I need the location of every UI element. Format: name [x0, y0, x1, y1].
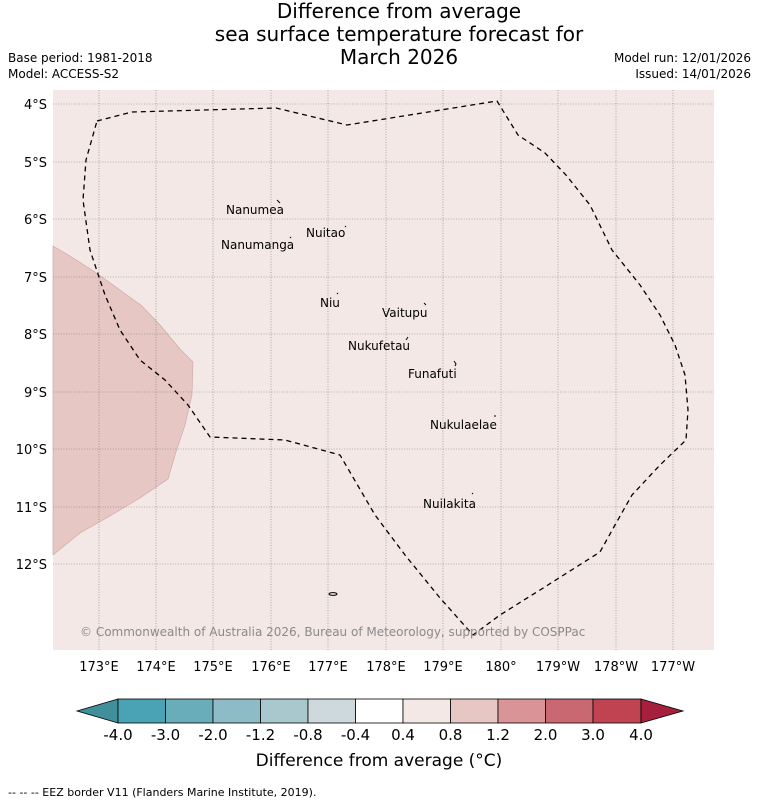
footer-note: -- -- -- EEZ border V11 (Flanders Marine…: [8, 786, 317, 799]
island-nanumea-shape: [276, 199, 281, 204]
island-label-nanumanga: Nanumanga: [221, 238, 294, 252]
island-label-nuitao: Nuitao: [306, 226, 345, 240]
colorbar-tick-label: -3.0: [151, 726, 180, 744]
island-nuilakita-shape: [471, 492, 474, 495]
model-name: Model: ACCESS-S2: [8, 67, 120, 81]
lon-label: 176°E: [251, 660, 291, 675]
island-nuitao-shape: [344, 225, 347, 228]
colorbar-tick-label: -0.8: [293, 726, 322, 744]
lat-label: 11°S: [16, 501, 47, 516]
lat-label: 5°S: [24, 156, 47, 171]
reef-shape: [328, 592, 338, 596]
base-period: Base period: 1981-2018: [8, 51, 153, 65]
island-funafuti-shape: [453, 360, 457, 367]
colorbar-segment: [592, 698, 642, 724]
island-label-vaitupu: Vaitupu: [382, 306, 428, 320]
colorbar-tick-label: -0.4: [341, 726, 370, 744]
lat-label: 9°S: [24, 386, 47, 401]
island-nukufetau-shape: [405, 336, 409, 341]
colorbar-tick-label: -4.0: [103, 726, 132, 744]
colorbar-segment: [212, 698, 261, 724]
colorbar-segment: [497, 698, 546, 724]
colorbar-tick-label: 0.4: [391, 726, 415, 744]
lon-label: 179°W: [536, 660, 580, 675]
colorbar-segment: [260, 698, 309, 724]
island-label-niu: Niu: [320, 296, 340, 310]
colorbar-segment: [117, 698, 166, 724]
lat-label: 12°S: [16, 558, 47, 573]
lon-label: 178°E: [366, 660, 406, 675]
colorbar-extend-high: [640, 698, 685, 724]
lon-label: 179°E: [423, 660, 463, 675]
colorbar-tick-label: 0.8: [439, 726, 463, 744]
lon-label: 178°W: [594, 660, 638, 675]
copyright-notice: © Commonwealth of Australia 2026, Bureau…: [80, 625, 585, 639]
island-niu-shape: [336, 292, 339, 295]
lat-label: 8°S: [24, 328, 47, 343]
eez-border: [82, 100, 689, 636]
title-line-1: Difference from average: [276, 0, 522, 23]
island-nanumanga-shape: [289, 236, 292, 239]
title-line-3: March 2026: [339, 45, 459, 69]
colorbar-tick-label: 3.0: [581, 726, 605, 744]
island-label-nukufetau: Nukufetau: [348, 339, 410, 353]
colorbar-tick-label: -1.2: [246, 726, 275, 744]
island-vaitupu-shape: [423, 302, 427, 306]
lon-label: 174°E: [136, 660, 176, 675]
colorbar-tick-label: 4.0: [629, 726, 653, 744]
gridlines: [53, 90, 714, 650]
lat-label: 10°S: [16, 443, 47, 458]
lon-label: 175°E: [193, 660, 233, 675]
colorbar-extend-low: [75, 698, 119, 724]
colorbar-segment: [165, 698, 214, 724]
model-run: Model run: 12/01/2026: [613, 51, 751, 65]
colorbar-segment: [450, 698, 499, 724]
title-line-2: sea surface temperature forecast for: [214, 22, 584, 46]
island-label-nukulaelae: Nukulaelae: [430, 418, 497, 432]
colorbar: -4.0 -3.0 -2.0 -1.2 -0.8 -0.4 0.4 0.8 1.…: [75, 698, 685, 744]
colorbar-segment: [545, 698, 594, 724]
issued-date: Issued: 14/01/2026: [635, 67, 751, 81]
colorbar-tick-label: -2.0: [198, 726, 227, 744]
colorbar-segment: [307, 698, 356, 724]
lon-label: 177°W: [651, 660, 695, 675]
colorbar-tick-label: 2.0: [534, 726, 558, 744]
lat-label: 4°S: [24, 98, 47, 113]
lon-label: 180°: [485, 660, 516, 675]
island-label-funafuti: Funafuti: [408, 367, 457, 381]
lon-label: 177°E: [308, 660, 348, 675]
lon-label: 173°E: [79, 660, 119, 675]
lat-label: 7°S: [24, 271, 47, 286]
island-label-nuilakita: Nuilakita: [423, 497, 476, 511]
colorbar-segment: [355, 698, 404, 724]
lat-label: 6°S: [24, 213, 47, 228]
island-label-nanumea: Nanumea: [226, 203, 284, 217]
colorbar-label: Difference from average (°C): [255, 751, 503, 771]
anomaly-region: [52, 245, 194, 556]
colorbar-tick-label: 1.2: [486, 726, 510, 744]
colorbar-segment: [402, 698, 451, 724]
